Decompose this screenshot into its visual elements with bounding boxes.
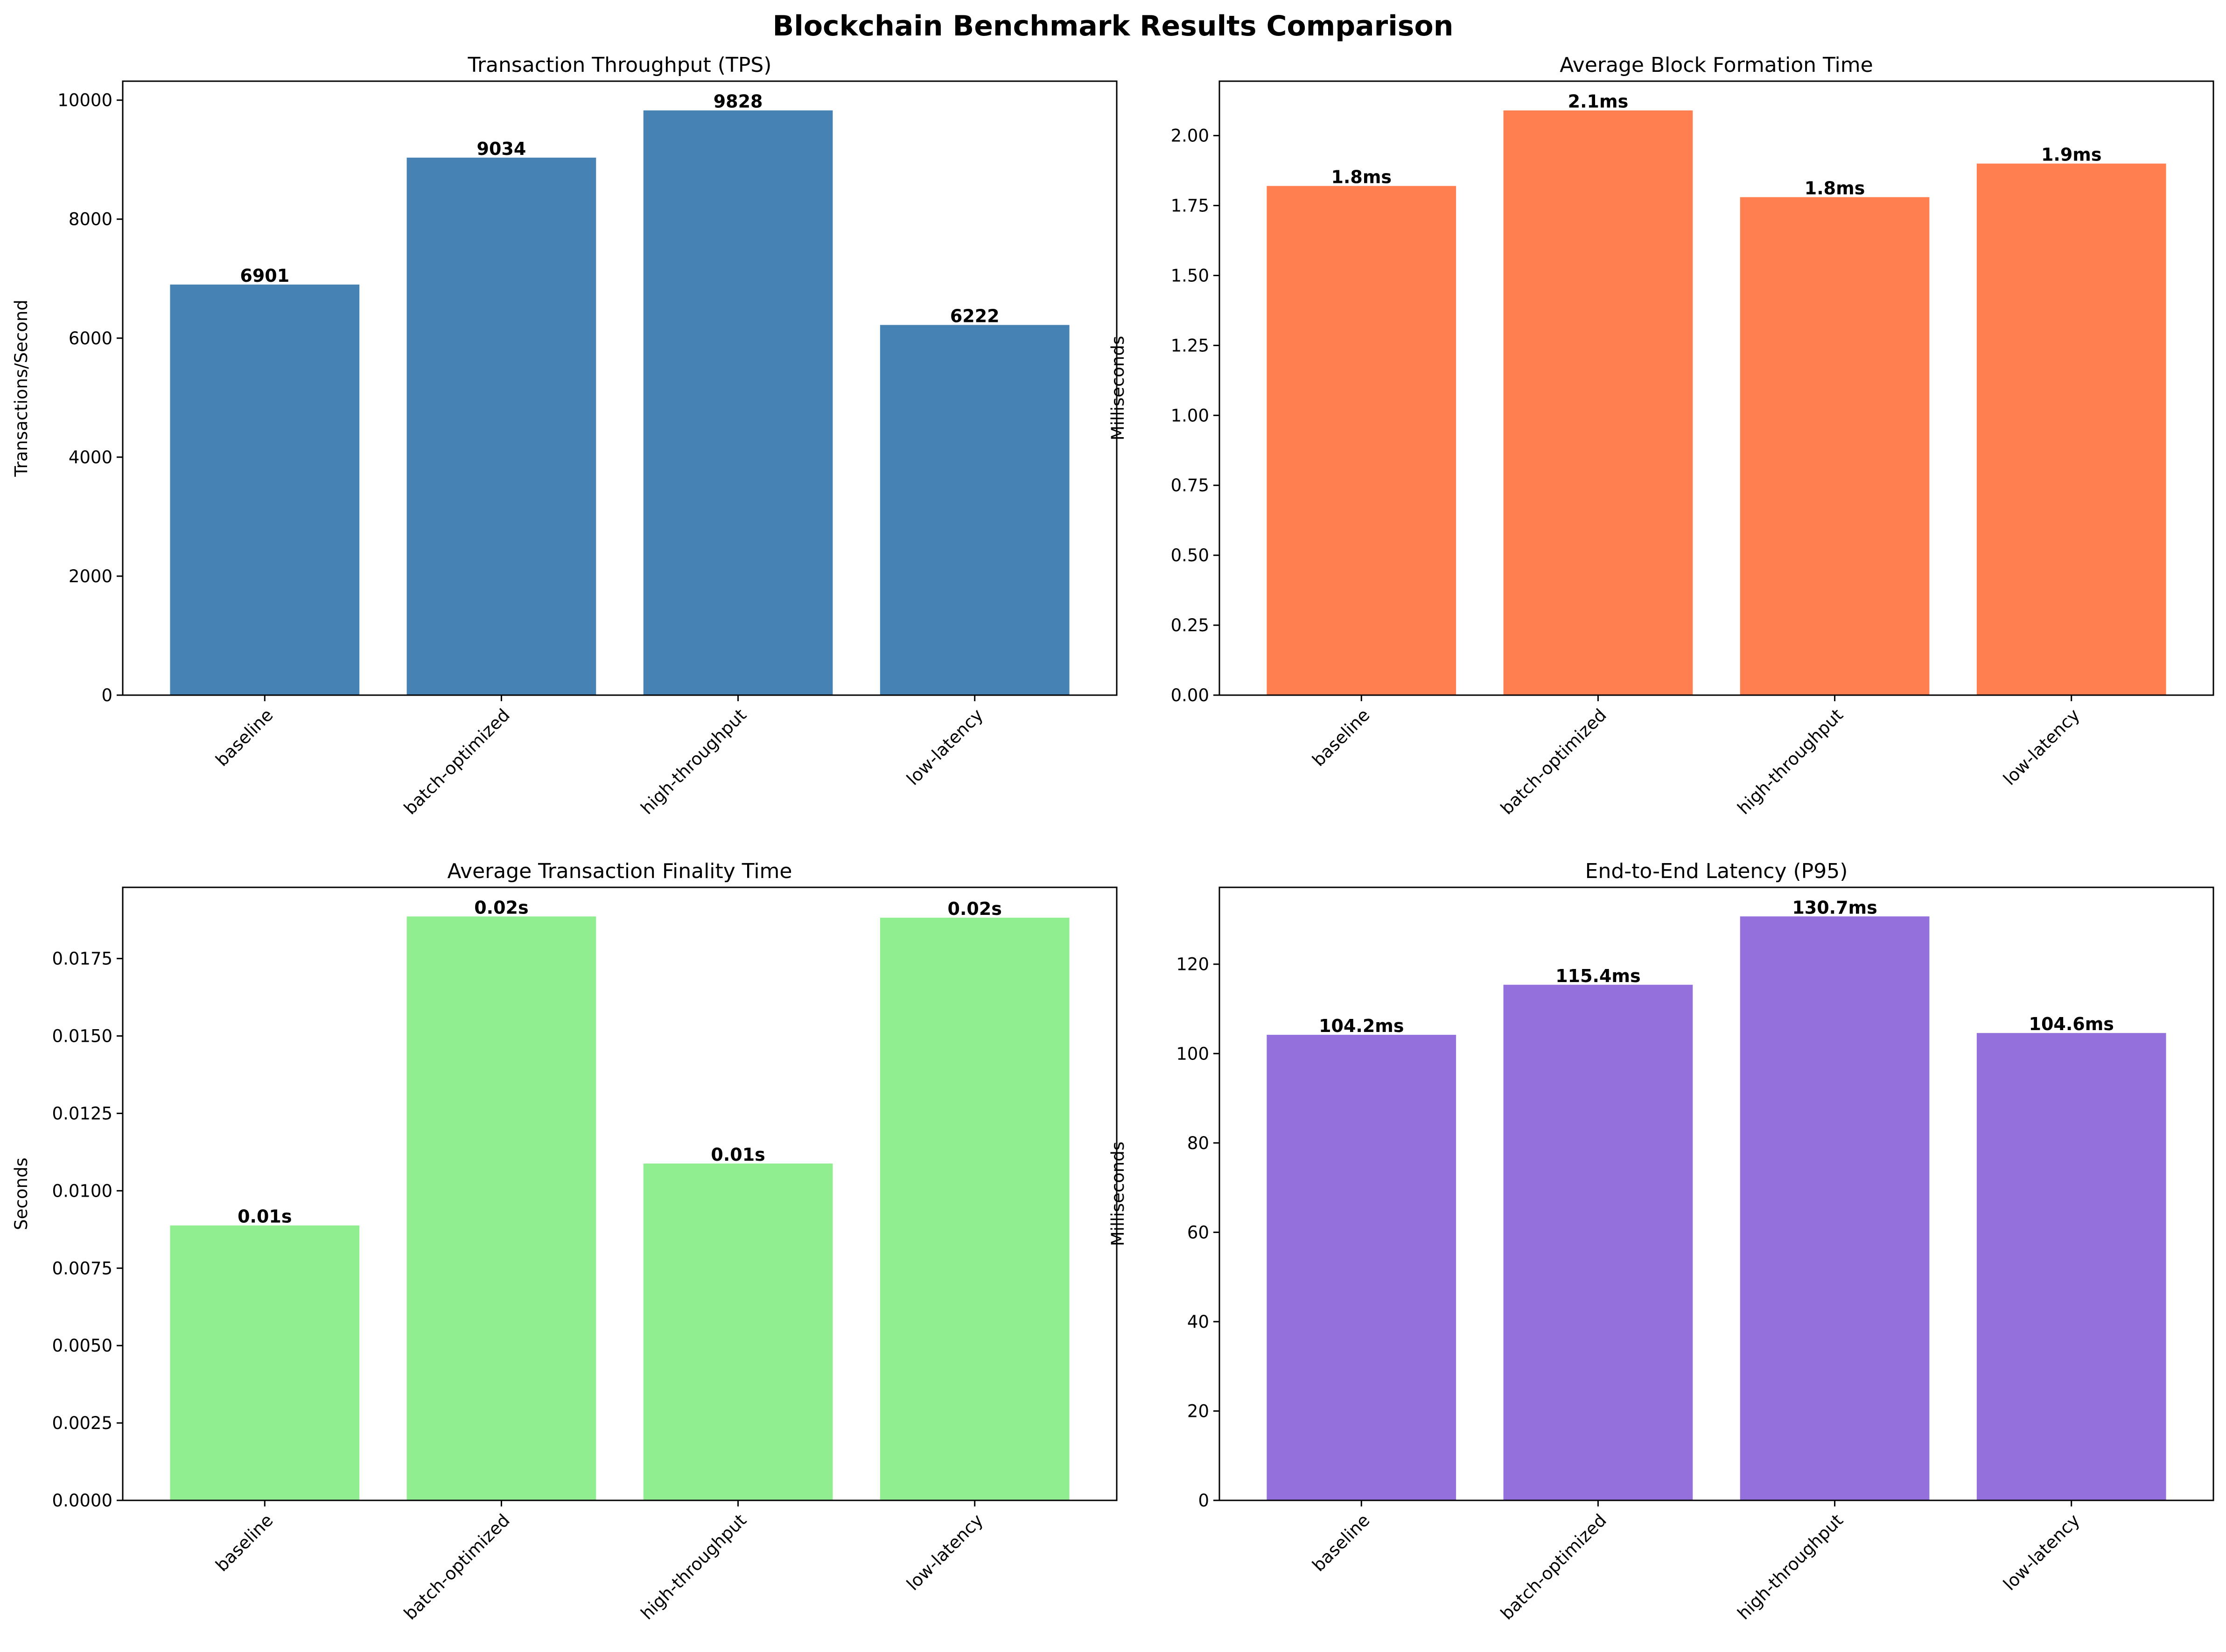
y-axis-label: Transactions/Second [11, 300, 31, 477]
y-tick-label: 10000 [57, 91, 112, 111]
x-tick-label: baseline [212, 1510, 277, 1575]
bar-high-throughput [643, 1163, 833, 1500]
bar-value-label: 0.01s [238, 1206, 292, 1227]
y-tick-label: 0.25 [1171, 615, 1209, 635]
axes-title: Transaction Throughput (TPS) [468, 53, 772, 77]
bar-value-label: 1.8ms [1805, 178, 1865, 199]
axes-frame [122, 80, 1118, 696]
bar-high-throughput [643, 110, 833, 696]
x-tick-label: baseline [212, 705, 277, 770]
bar-baseline [170, 284, 360, 695]
y-tick-label: 0 [1198, 1491, 1209, 1511]
bar-value-label: 0.02s [474, 897, 528, 918]
y-tick-label: 2.00 [1171, 126, 1209, 146]
y-tick-label: 0.0050 [52, 1336, 112, 1356]
axes-title: Average Block Formation Time [1560, 53, 1873, 77]
bar-baseline [170, 1225, 360, 1500]
bar-batch-optimized [1503, 984, 1693, 1500]
bar-batch-optimized [406, 916, 596, 1500]
axes-title: Average Transaction Finality Time [448, 859, 792, 883]
x-tick-label: high-throughput [637, 1510, 750, 1624]
bar-baseline [1267, 186, 1456, 695]
chart-panel-1: 6901 9034 9828 6222 0 2000 4000 6000 8000 10000 ba… [11, 53, 1118, 819]
bar-low-latency [880, 325, 1070, 695]
bar-value-label: 0.01s [711, 1144, 765, 1165]
x-tick-label: high-throughput [1734, 1510, 1847, 1624]
x-tick-label: high-throughput [637, 705, 750, 818]
x-tick-label: batch-optimized [1497, 1510, 1610, 1624]
y-tick-label: 120 [1176, 955, 1209, 975]
y-tick-label: 4000 [69, 447, 112, 467]
chart-panel-4: 104.2ms 115.4ms 130.7ms 104.6ms 0 20 40 60 80 100… [1108, 859, 2214, 1624]
bar-value-label: 6222 [950, 306, 1000, 326]
y-tick-label: 0.0175 [52, 949, 112, 969]
y-tick-label: 40 [1187, 1312, 1209, 1332]
figure-title: Blockchain Benchmark Results Comparison [773, 10, 1454, 42]
y-axis-label: Milliseconds [1108, 336, 1128, 440]
y-tick-label: 8000 [69, 209, 112, 230]
bar-value-label: 104.6ms [2029, 1014, 2114, 1034]
y-tick-label: 0.50 [1171, 545, 1209, 565]
x-tick-label: baseline [1309, 1510, 1374, 1575]
chart-panels: 6901 9034 9828 6222 0 2000 4000 6000 8000 10000 ba… [11, 53, 2214, 1624]
x-tick-label: low-latency [903, 1510, 987, 1595]
axes-frame [122, 886, 1118, 1501]
axes-title: End-to-End Latency (P95) [1585, 859, 1848, 883]
bar-value-label: 9828 [714, 91, 763, 112]
y-tick-label: 80 [1187, 1133, 1209, 1153]
bar-baseline [1267, 1035, 1456, 1500]
y-tick-label: 0.0125 [52, 1103, 112, 1123]
x-tick-label: batch-optimized [400, 1510, 514, 1624]
bar-high-throughput [1740, 197, 1930, 696]
x-tick-label: low-latency [1999, 1510, 2084, 1595]
y-axis-label: Seconds [11, 1157, 31, 1230]
y-tick-label: 6000 [69, 328, 112, 349]
x-tick-label: batch-optimized [1497, 705, 1610, 819]
x-tick-label: low-latency [1999, 705, 2084, 789]
bar-value-label: 130.7ms [1792, 897, 1877, 918]
bar-value-label: 104.2ms [1319, 1016, 1404, 1036]
y-tick-label: 0.0025 [52, 1413, 112, 1433]
axes-frame [1218, 886, 2214, 1501]
y-tick-label: 1.25 [1171, 335, 1209, 355]
bar-value-label: 1.8ms [1331, 167, 1392, 188]
x-tick-label: high-throughput [1734, 705, 1847, 818]
bar-value-label: 2.1ms [1568, 91, 1629, 112]
bar-batch-optimized [406, 157, 596, 695]
chart-panel-2: 1.8ms 2.1ms 1.8ms 1.9ms 0.00 0.25 0.50 0.75 1.00… [1108, 53, 2214, 819]
y-tick-label: 0.0075 [52, 1258, 112, 1278]
y-tick-label: 1.75 [1171, 196, 1209, 216]
y-tick-label: 20 [1187, 1401, 1209, 1421]
bar-high-throughput [1740, 916, 1930, 1500]
bar-value-label: 0.02s [948, 899, 1002, 919]
bar-low-latency [880, 918, 1070, 1500]
bar-value-label: 9034 [477, 139, 526, 159]
x-tick-label: low-latency [903, 705, 987, 789]
x-tick-label: batch-optimized [400, 705, 514, 819]
bar-batch-optimized [1503, 110, 1693, 696]
y-tick-label: 100 [1176, 1044, 1209, 1064]
bar-value-label: 1.9ms [2041, 145, 2102, 165]
chart-panel-3: 0.01s 0.02s 0.01s 0.02s 0.0000 0.0025 0.0050 0.… [11, 859, 1118, 1624]
y-tick-label: 2000 [69, 566, 112, 586]
bar-low-latency [1976, 1033, 2166, 1500]
y-tick-label: 1.50 [1171, 265, 1209, 286]
y-tick-label: 0 [101, 685, 112, 705]
y-tick-label: 0.0000 [52, 1491, 112, 1511]
y-tick-label: 1.00 [1171, 405, 1209, 425]
axes-frame [1218, 80, 2214, 696]
y-tick-label: 60 [1187, 1222, 1209, 1242]
y-tick-label: 0.75 [1171, 475, 1209, 495]
bar-value-label: 6901 [240, 265, 289, 286]
y-tick-label: 0.0100 [52, 1181, 112, 1201]
y-axis-label: Milliseconds [1108, 1142, 1128, 1246]
y-tick-label: 0.0150 [52, 1026, 112, 1046]
y-tick-label: 0.00 [1171, 685, 1209, 705]
x-tick-label: baseline [1309, 705, 1374, 770]
bar-low-latency [1976, 163, 2166, 695]
bar-value-label: 115.4ms [1555, 966, 1640, 986]
